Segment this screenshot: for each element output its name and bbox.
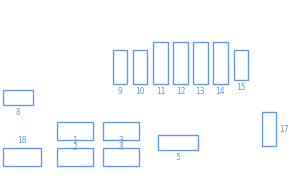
Text: 8: 8 xyxy=(16,108,20,117)
Text: 2: 2 xyxy=(73,143,77,152)
Text: 18: 18 xyxy=(17,136,27,145)
Bar xyxy=(57,148,93,166)
Bar xyxy=(103,148,139,166)
Text: 12: 12 xyxy=(176,87,185,96)
Bar xyxy=(234,50,248,80)
Bar xyxy=(133,50,147,84)
Bar xyxy=(193,42,208,84)
Bar xyxy=(3,148,41,166)
Text: 5: 5 xyxy=(176,153,180,162)
Text: 15: 15 xyxy=(236,83,246,92)
Bar xyxy=(3,90,33,105)
Bar xyxy=(158,135,198,150)
Bar xyxy=(113,50,127,84)
Bar xyxy=(103,122,139,140)
Bar xyxy=(213,42,228,84)
Text: 1: 1 xyxy=(73,136,77,145)
Text: 4: 4 xyxy=(118,143,123,152)
Text: 3: 3 xyxy=(118,136,123,145)
Text: 9: 9 xyxy=(118,87,122,96)
Text: 11: 11 xyxy=(156,87,165,96)
Text: 17: 17 xyxy=(279,125,289,133)
Text: 14: 14 xyxy=(216,87,225,96)
Bar xyxy=(262,112,276,146)
Bar xyxy=(173,42,188,84)
Text: 10: 10 xyxy=(135,87,145,96)
Text: 13: 13 xyxy=(196,87,205,96)
Bar xyxy=(153,42,168,84)
Bar xyxy=(57,122,93,140)
